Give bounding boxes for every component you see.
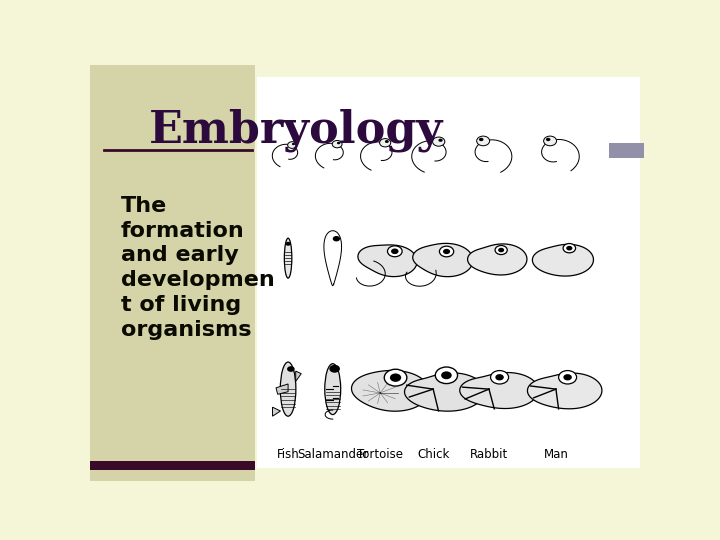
Circle shape (544, 136, 557, 146)
Circle shape (433, 137, 445, 146)
Circle shape (479, 138, 483, 141)
Polygon shape (413, 244, 473, 276)
Polygon shape (460, 373, 539, 409)
Circle shape (287, 366, 294, 372)
Text: Chick: Chick (417, 448, 449, 461)
Circle shape (292, 143, 295, 145)
Circle shape (495, 374, 504, 381)
Text: Fish: Fish (276, 448, 300, 461)
Circle shape (563, 244, 575, 253)
Circle shape (477, 136, 490, 146)
Ellipse shape (280, 362, 296, 416)
Circle shape (385, 140, 389, 143)
Polygon shape (296, 371, 301, 381)
Circle shape (566, 246, 572, 251)
Circle shape (332, 140, 342, 148)
Circle shape (337, 142, 341, 144)
Bar (609, 143, 644, 158)
Circle shape (387, 246, 402, 256)
Circle shape (391, 248, 399, 254)
Bar (258, 77, 639, 468)
Bar (90, 65, 255, 481)
Text: The
formation
and early
developmen
t of living
organisms: The formation and early developmen t of … (121, 196, 274, 340)
Circle shape (441, 372, 451, 379)
Polygon shape (405, 373, 485, 411)
Polygon shape (532, 244, 593, 276)
Text: Embryology: Embryology (148, 109, 443, 152)
Circle shape (285, 242, 291, 246)
Polygon shape (528, 373, 602, 409)
Polygon shape (273, 407, 281, 416)
Circle shape (436, 367, 457, 383)
Text: Tortoise: Tortoise (357, 448, 403, 461)
Polygon shape (467, 244, 527, 275)
Circle shape (546, 138, 550, 141)
Circle shape (333, 236, 340, 241)
Text: Rabbit: Rabbit (470, 448, 508, 461)
Circle shape (490, 370, 508, 384)
Circle shape (379, 139, 391, 147)
Ellipse shape (284, 238, 292, 278)
Text: Man: Man (544, 448, 568, 461)
Circle shape (495, 246, 508, 254)
Circle shape (439, 246, 454, 257)
Polygon shape (358, 245, 417, 276)
Circle shape (384, 369, 407, 386)
Circle shape (288, 141, 297, 149)
Text: Salamander: Salamander (297, 448, 369, 461)
Bar (90, 461, 255, 470)
Ellipse shape (325, 363, 341, 415)
Polygon shape (351, 370, 429, 411)
Polygon shape (276, 384, 288, 394)
Circle shape (329, 365, 340, 373)
Circle shape (563, 374, 572, 381)
Circle shape (443, 249, 450, 254)
Circle shape (390, 374, 401, 382)
Circle shape (498, 248, 504, 252)
Circle shape (559, 370, 577, 384)
Circle shape (438, 139, 443, 142)
